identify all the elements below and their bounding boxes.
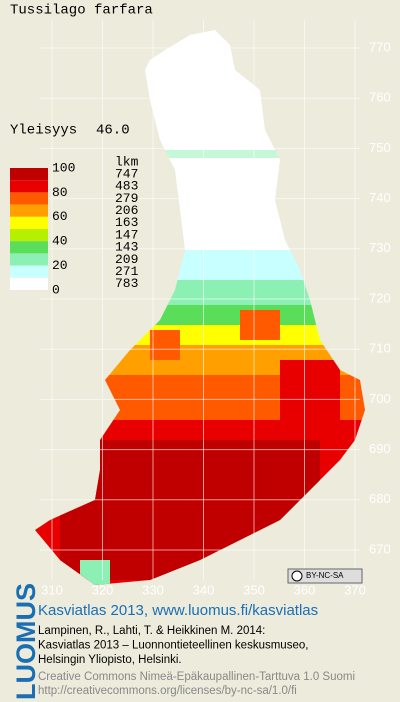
legend-level: 0 — [52, 282, 60, 297]
citation-line: Helsingin Yliopisto, Helsinki. — [38, 654, 182, 666]
legend-swatch — [10, 241, 48, 254]
legend-count: 143 — [115, 240, 138, 255]
frequency-label: Yleisyys — [10, 123, 77, 139]
legend-swatch — [10, 265, 48, 278]
legend-header: lkm — [115, 154, 139, 169]
northing-label: 700 — [369, 391, 391, 406]
northing-label: 750 — [369, 140, 391, 155]
logo: LUOMUS — [11, 583, 41, 700]
legend-level: 100 — [52, 160, 75, 175]
legend-count: 271 — [115, 264, 139, 279]
legend-level: 80 — [52, 185, 68, 200]
legend-swatch — [10, 204, 48, 217]
northing-label: 680 — [369, 491, 391, 506]
northing-label: 770 — [369, 39, 391, 54]
easting-label: 330 — [142, 582, 164, 597]
headline: Kasviatlas 2013, www.luomus.fi/kasviatla… — [38, 602, 318, 619]
legend-swatch — [10, 277, 48, 290]
legend-swatch — [10, 216, 48, 229]
license-badge-text: BY-NC-SA — [306, 571, 344, 580]
legend-count: 483 — [115, 179, 138, 194]
license-badge: BY-NC-SA — [287, 568, 363, 584]
legend-swatch — [10, 192, 48, 205]
legend-count: 209 — [115, 252, 138, 267]
license-line: Creative Commons Nimeä-Epäkaupallinen-Ta… — [38, 671, 355, 683]
legend-swatch — [10, 229, 48, 242]
legend-swatch — [10, 168, 48, 181]
easting-label: 340 — [193, 582, 215, 597]
easting-label: 320 — [92, 582, 114, 597]
citation-line: Lampinen, R., Lahti, T. & Heikkinen M. 2… — [38, 625, 265, 637]
easting-label: 310 — [41, 582, 63, 597]
northing-label: 760 — [369, 90, 391, 105]
legend-level: 20 — [52, 258, 68, 273]
legend-count: 783 — [115, 276, 138, 291]
frequency-value: 46.0 — [96, 123, 130, 139]
northing-label: 720 — [369, 290, 391, 305]
legend-count: 747 — [115, 166, 138, 181]
northing-label: 710 — [369, 341, 391, 356]
legend-swatch — [10, 253, 48, 266]
citation-line: Kasviatlas 2013 – Luonnontieteellinen ke… — [38, 640, 308, 652]
license-line: http://creativecommons.org/licenses/by-n… — [38, 685, 297, 697]
easting-label: 360 — [294, 582, 316, 597]
legend-level: 40 — [52, 234, 68, 249]
legend-level: 60 — [52, 209, 68, 224]
distribution-map — [35, 30, 365, 585]
legend-count: 147 — [115, 227, 138, 242]
legend-count: 206 — [115, 203, 138, 218]
legend-swatch — [10, 180, 48, 193]
legend-count: 163 — [115, 215, 138, 230]
northing-label: 670 — [369, 541, 391, 556]
northing-label: 740 — [369, 190, 391, 205]
easting-label: 350 — [243, 582, 265, 597]
easting-label: 370 — [344, 582, 366, 597]
northing-label: 690 — [369, 441, 391, 456]
northing-label: 730 — [369, 240, 391, 255]
title: Tussilago farfara — [10, 3, 153, 19]
legend-count: 279 — [115, 191, 138, 206]
